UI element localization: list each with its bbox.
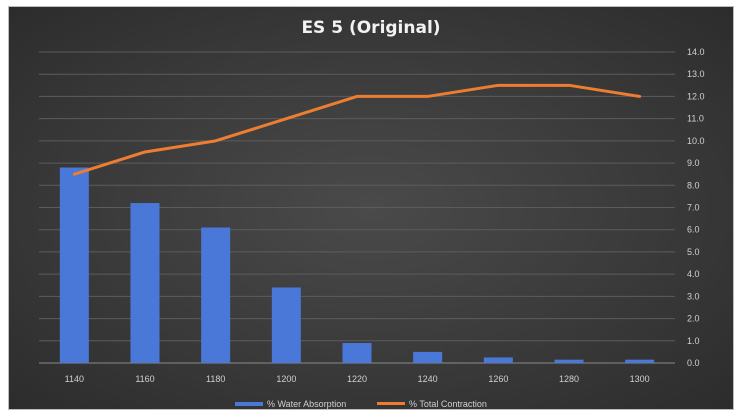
y-tick-label: 13.0 bbox=[687, 69, 705, 79]
bar-water-absorption bbox=[342, 343, 372, 363]
bar-water-absorption bbox=[59, 167, 89, 363]
chart-title: ES 5 (Original) bbox=[301, 18, 440, 38]
y-tick-label: 0.0 bbox=[687, 358, 700, 368]
y-tick-label: 3.0 bbox=[687, 291, 700, 301]
y-tick-label: 2.0 bbox=[687, 314, 700, 324]
y-tick-label: 5.0 bbox=[687, 247, 700, 257]
legend-label-water-absorption: % Water Absorption bbox=[267, 399, 346, 409]
x-tick-label: 1280 bbox=[559, 374, 579, 384]
x-axis-ticks: 1140 1160 1180 1200 1220 1240 1260 1280 1300 bbox=[65, 374, 650, 384]
line-series bbox=[72, 83, 642, 176]
y-tick-label: 1.0 bbox=[687, 336, 700, 346]
bar-water-absorption bbox=[625, 359, 655, 363]
x-tick-label: 1140 bbox=[65, 374, 84, 384]
y-tick-label: 7.0 bbox=[687, 203, 700, 213]
legend-swatch-water-absorption bbox=[235, 402, 263, 406]
legend-label-total-contraction: % Total Contraction bbox=[409, 399, 487, 409]
bar-water-absorption bbox=[201, 227, 231, 363]
x-tick-label: 1200 bbox=[276, 374, 296, 384]
chart-area: ES 5 (Original) 0.0 1.0 2.0 3.0 4.0 5.0 6.0 7.0… bbox=[8, 6, 734, 410]
x-tick-label: 1220 bbox=[347, 374, 367, 384]
bar-series bbox=[59, 167, 655, 363]
x-tick-label: 1180 bbox=[206, 374, 225, 384]
y-tick-label: 4.0 bbox=[687, 269, 700, 279]
legend-swatch-total-contraction bbox=[377, 402, 405, 405]
bar-water-absorption bbox=[483, 357, 513, 363]
line-total-contraction bbox=[72, 83, 642, 176]
y-tick-label: 9.0 bbox=[687, 158, 700, 168]
legend: % Water Absorption % Total Contraction bbox=[235, 399, 487, 409]
bar-water-absorption bbox=[271, 287, 301, 363]
y-tick-label: 10.0 bbox=[687, 136, 705, 146]
bar-water-absorption bbox=[413, 351, 443, 363]
x-tick-label: 1260 bbox=[488, 374, 508, 384]
x-tick-label: 1240 bbox=[418, 374, 438, 384]
x-tick-label: 1160 bbox=[135, 374, 154, 384]
y-axis-ticks: 0.0 1.0 2.0 3.0 4.0 5.0 6.0 7.0 8.0 9.0 10.0 11.0 12… bbox=[687, 47, 705, 368]
y-tick-label: 12.0 bbox=[687, 91, 705, 101]
y-tick-label: 8.0 bbox=[687, 180, 700, 190]
y-tick-label: 11.0 bbox=[687, 114, 704, 124]
y-tick-label: 6.0 bbox=[687, 225, 700, 235]
y-tick-label: 14.0 bbox=[687, 47, 705, 57]
x-tick-label: 1300 bbox=[630, 374, 650, 384]
chart-svg: ES 5 (Original) 0.0 1.0 2.0 3.0 4.0 5.0 6.0 7.0… bbox=[39, 18, 705, 409]
bar-water-absorption bbox=[554, 359, 584, 363]
bar-water-absorption bbox=[130, 203, 160, 363]
